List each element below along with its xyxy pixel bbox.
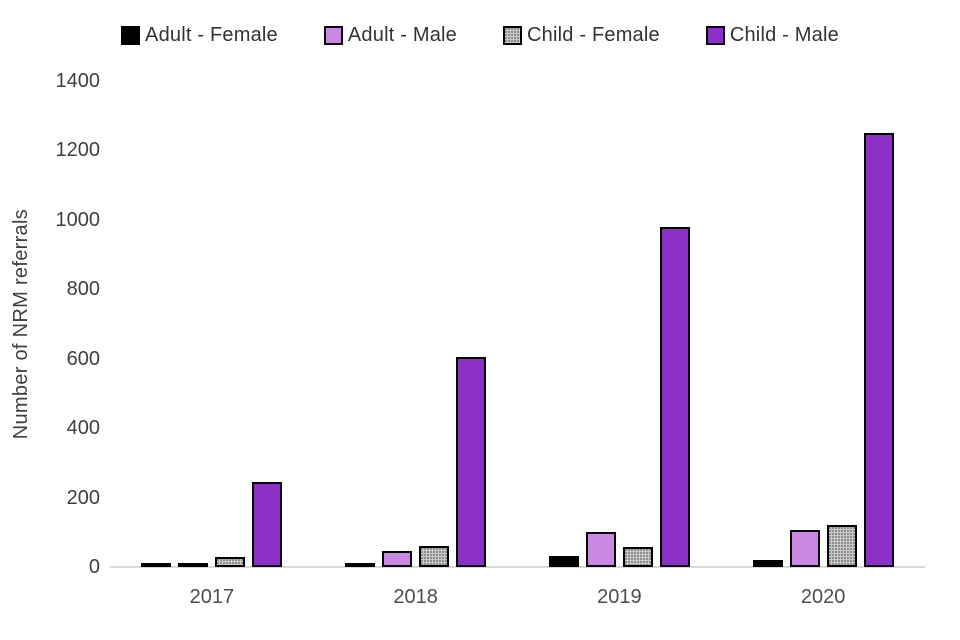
bar-2020-adult-male: [789, 530, 820, 567]
y-axis-tick-labels: 0 200 400 600 800 1000 1200 1400: [0, 70, 101, 578]
bar-2019-child-female: [622, 546, 653, 567]
x-tick-label: 2020: [800, 586, 846, 608]
legend-label: Child - Female: [527, 23, 660, 46]
y-tick-label: 1400: [55, 70, 101, 92]
legend-swatch-icon: [503, 25, 522, 45]
bar-2017-adult-female: [141, 563, 172, 567]
y-tick-label: 0: [88, 556, 100, 578]
legend-label: Adult - Male: [347, 23, 457, 46]
bar-2019-adult-male: [585, 532, 616, 567]
bar-2018-child-female: [419, 546, 450, 567]
bar-2018-child-male: [456, 357, 487, 567]
plot-area: [110, 81, 925, 568]
bar-2018-adult-female: [345, 562, 376, 567]
y-tick-label: 200: [66, 486, 100, 509]
y-tick-label: 1000: [55, 208, 101, 231]
y-tick-label: 400: [66, 417, 100, 440]
bar-2020-child-male: [863, 133, 894, 567]
x-axis-line: [110, 566, 925, 568]
bar-2018-adult-male: [382, 551, 413, 567]
bar-2020-adult-female: [752, 559, 783, 567]
x-tick-label: 2017: [189, 586, 235, 608]
chart-legend: Adult - Female Adult - Male Child - Female…: [0, 22, 960, 48]
x-tick-label: 2019: [597, 586, 642, 608]
legend-label: Child - Male: [729, 23, 839, 46]
legend-item-child-male: Child - Male: [705, 23, 839, 47]
bar-2017-adult-male: [178, 563, 209, 567]
legend-item-adult-female: Adult - Female: [121, 24, 278, 47]
y-tick-label: 1200: [55, 139, 101, 162]
y-tick-label: 600: [66, 347, 100, 370]
y-tick-label: 800: [66, 278, 100, 301]
legend-item-child-female: Child - Female: [503, 24, 660, 47]
legend-swatch-icon: [705, 25, 725, 45]
bar-2019-adult-female: [548, 555, 579, 567]
bar-2017-child-male: [252, 481, 283, 567]
legend-swatch-icon: [323, 25, 343, 45]
x-axis-tick-labels: 2017 2018 2019 2020: [110, 586, 925, 616]
legend-item-adult-male: Adult - Male: [323, 23, 457, 47]
legend-label: Adult - Female: [145, 23, 278, 46]
bar-2019-child-male: [659, 226, 690, 567]
legend-swatch-icon: [121, 25, 141, 45]
x-tick-label: 2018: [393, 586, 438, 608]
bar-2017-child-female: [215, 557, 246, 567]
bar-2020-child-female: [826, 524, 857, 567]
